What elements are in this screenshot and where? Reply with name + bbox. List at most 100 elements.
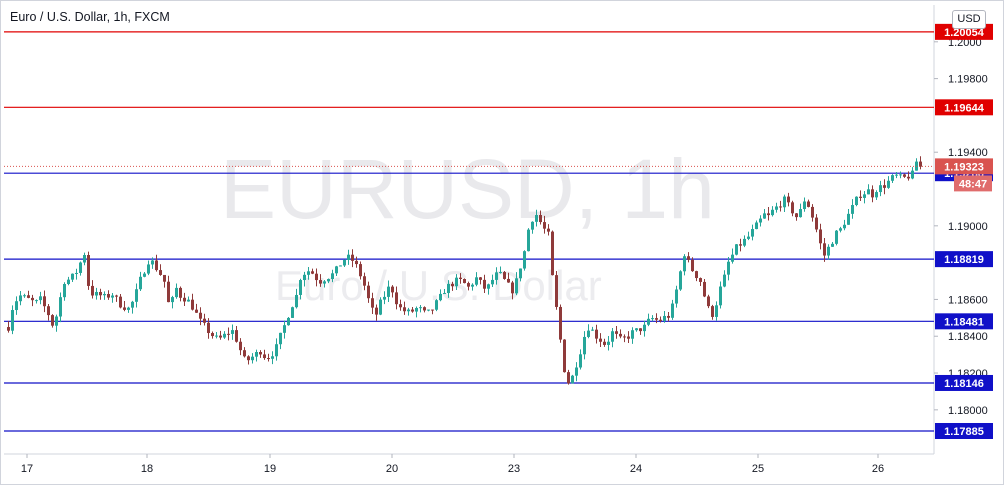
candle-down	[711, 306, 714, 317]
candle-up	[343, 259, 346, 266]
candle-up	[75, 272, 78, 274]
candle-down	[703, 281, 706, 297]
candle-up	[831, 243, 834, 247]
y-tick-label: 1.19400	[948, 147, 988, 159]
candle-up	[383, 296, 386, 300]
candle-up	[95, 291, 98, 296]
candle-down	[599, 338, 602, 342]
candle-down	[807, 201, 810, 207]
candle-up	[783, 196, 786, 208]
candle-down	[787, 196, 790, 203]
support-badge	[935, 422, 993, 439]
candle-up	[443, 293, 446, 295]
candle-up	[587, 330, 590, 337]
candle-down	[247, 356, 250, 361]
candle-down	[219, 335, 222, 338]
candle-down	[267, 358, 270, 360]
candle-up	[663, 315, 666, 321]
candle-up	[339, 265, 342, 267]
candle-up	[23, 295, 26, 297]
candle-down	[7, 327, 10, 331]
current-price-badge	[935, 158, 993, 175]
candle-up	[439, 293, 442, 301]
candle-down	[791, 202, 794, 214]
candle-up	[491, 279, 494, 285]
currency-button[interactable]: USD	[952, 10, 986, 29]
candle-up	[447, 283, 450, 294]
candle-down	[199, 312, 202, 319]
candle-down	[159, 270, 162, 275]
candle-down	[507, 278, 510, 283]
candle-down	[903, 174, 906, 177]
x-tick-label: 24	[630, 463, 642, 475]
candle-up	[747, 236, 750, 239]
candle-up	[723, 274, 726, 287]
candle-up	[575, 367, 578, 376]
candle-up	[35, 300, 38, 302]
candle-down	[27, 295, 30, 298]
candle-up	[611, 331, 614, 342]
chart-title: Euro / U.S. Dollar, 1h, FXCM	[10, 10, 170, 24]
resistance-badge-label: 1.19644	[944, 102, 985, 114]
candle-up	[275, 344, 278, 357]
candle-up	[455, 277, 458, 287]
candle-down	[707, 296, 710, 307]
candle-up	[631, 330, 634, 339]
candle-up	[471, 284, 474, 287]
candle-down	[43, 296, 46, 307]
candle-up	[147, 264, 150, 274]
candle-down	[919, 161, 922, 167]
candle-up	[531, 221, 534, 230]
candle-up	[839, 228, 842, 231]
candle-down	[391, 286, 394, 293]
candle-up	[331, 273, 334, 280]
candle-up	[751, 229, 754, 237]
candle-up	[419, 307, 422, 309]
candle-down	[559, 306, 562, 340]
candle-up	[755, 222, 758, 230]
candle-up	[279, 332, 282, 345]
candle-up	[127, 307, 130, 310]
candle-up	[63, 284, 66, 298]
candle-up	[287, 317, 290, 326]
candle-down	[367, 285, 370, 299]
candle-down	[243, 350, 246, 357]
candle-down	[823, 243, 826, 256]
candle-up	[571, 375, 574, 384]
candle-up	[527, 229, 530, 252]
y-tick-label: 1.19000	[948, 221, 988, 233]
candle-down	[619, 333, 622, 337]
candle-up	[583, 336, 586, 355]
watermark-symbol: EURUSD, 1h	[220, 142, 715, 236]
candle-up	[515, 278, 518, 294]
candle-down	[351, 254, 354, 261]
candle-down	[687, 256, 690, 260]
candle-down	[167, 281, 170, 303]
candle-up	[855, 196, 858, 206]
y-tick-label: 1.18000	[948, 405, 988, 417]
candle-down	[119, 296, 122, 308]
resistance-badge-label: 1.20054	[944, 27, 985, 39]
candle-up	[743, 238, 746, 246]
candle-up	[299, 280, 302, 295]
candle-down	[395, 292, 398, 305]
candle-up	[215, 335, 218, 337]
candle-up	[151, 260, 154, 265]
candle-up	[427, 309, 430, 311]
x-tick-label: 26	[872, 463, 884, 475]
candle-up	[731, 254, 734, 262]
candle-up	[863, 194, 866, 198]
candle-up	[671, 303, 674, 318]
candle-up	[415, 307, 418, 312]
candle-up	[891, 175, 894, 181]
candle-up	[135, 289, 138, 302]
candle-down	[463, 278, 466, 284]
candle-up	[39, 296, 42, 301]
candle-down	[567, 372, 570, 384]
candle-down	[431, 309, 434, 311]
candle-down	[375, 307, 378, 315]
candle-down	[371, 298, 374, 308]
candle-down	[459, 277, 462, 279]
candle-up	[735, 244, 738, 255]
candle-up	[175, 287, 178, 298]
